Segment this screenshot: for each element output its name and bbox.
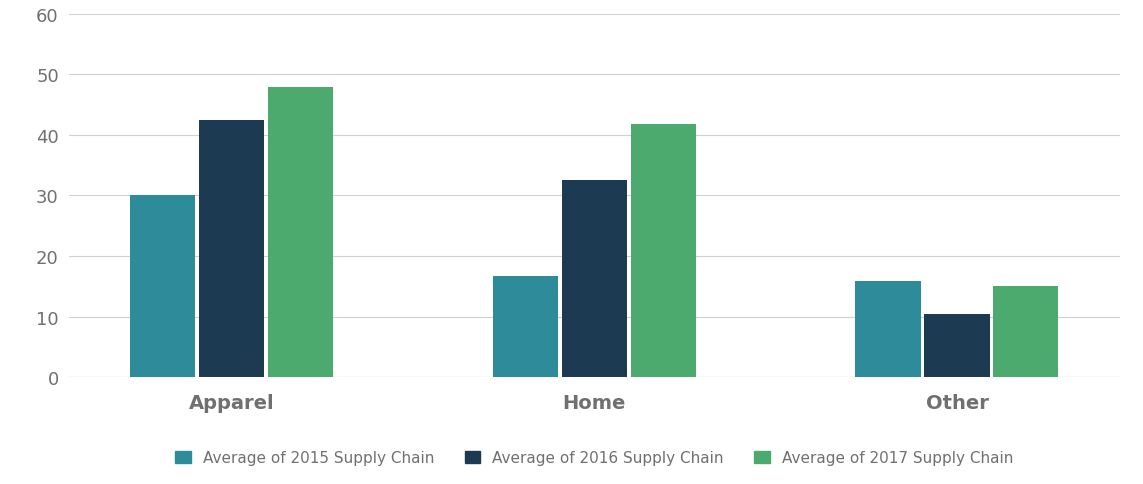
Bar: [493, 276, 558, 378]
Bar: [130, 196, 195, 378]
Bar: [855, 281, 921, 378]
Bar: [631, 125, 696, 378]
Legend: Average of 2015 Supply Chain, Average of 2016 Supply Chain, Average of 2017 Supp: Average of 2015 Supply Chain, Average of…: [175, 451, 1014, 466]
Bar: [925, 315, 990, 378]
Bar: [561, 181, 628, 378]
Bar: [993, 286, 1058, 378]
Bar: [199, 121, 264, 378]
Bar: [267, 88, 334, 378]
